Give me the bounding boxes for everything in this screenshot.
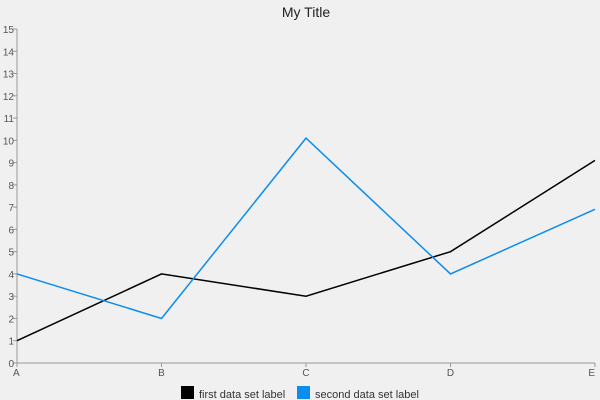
series-layer [16, 137, 596, 342]
y-tick-label: 1 [8, 337, 14, 348]
y-tick-label: 0 [8, 359, 14, 370]
y-tick-label: 6 [8, 225, 14, 236]
x-tick-label: B [158, 368, 165, 379]
y-tick-label: 15 [3, 25, 15, 36]
series-line-1 [16, 159, 596, 342]
x-tick-label: D [447, 368, 454, 379]
y-tick-label: 14 [3, 47, 15, 58]
legend-label: second data set label [315, 389, 419, 400]
legend-swatch [297, 386, 310, 399]
y-tick-label: 3 [8, 292, 14, 303]
y-tick-label: 13 [3, 70, 15, 81]
y-tick-label: 11 [4, 114, 15, 125]
x-tick-label: A [13, 368, 20, 379]
axes [16, 29, 595, 364]
y-tick-label: 9 [8, 159, 14, 170]
series-line-2 [16, 137, 596, 320]
y-tick-label: 10 [3, 136, 15, 147]
y-tick-label: 5 [8, 248, 14, 259]
x-axis-ticks: A B C D E [13, 363, 596, 379]
chart-title: My Title [282, 4, 330, 20]
y-tick-label: 4 [8, 270, 14, 281]
y-tick-label: 2 [8, 314, 14, 325]
x-tick-label: E [588, 368, 595, 379]
x-tick-label: C [302, 368, 309, 379]
legend: first data set label second data set labe… [181, 386, 419, 400]
y-tick-label: 7 [8, 203, 14, 214]
y-tick-label: 12 [3, 92, 15, 103]
legend-swatch [181, 386, 194, 399]
y-tick-label: 8 [8, 181, 14, 192]
legend-label: first data set label [199, 389, 285, 400]
